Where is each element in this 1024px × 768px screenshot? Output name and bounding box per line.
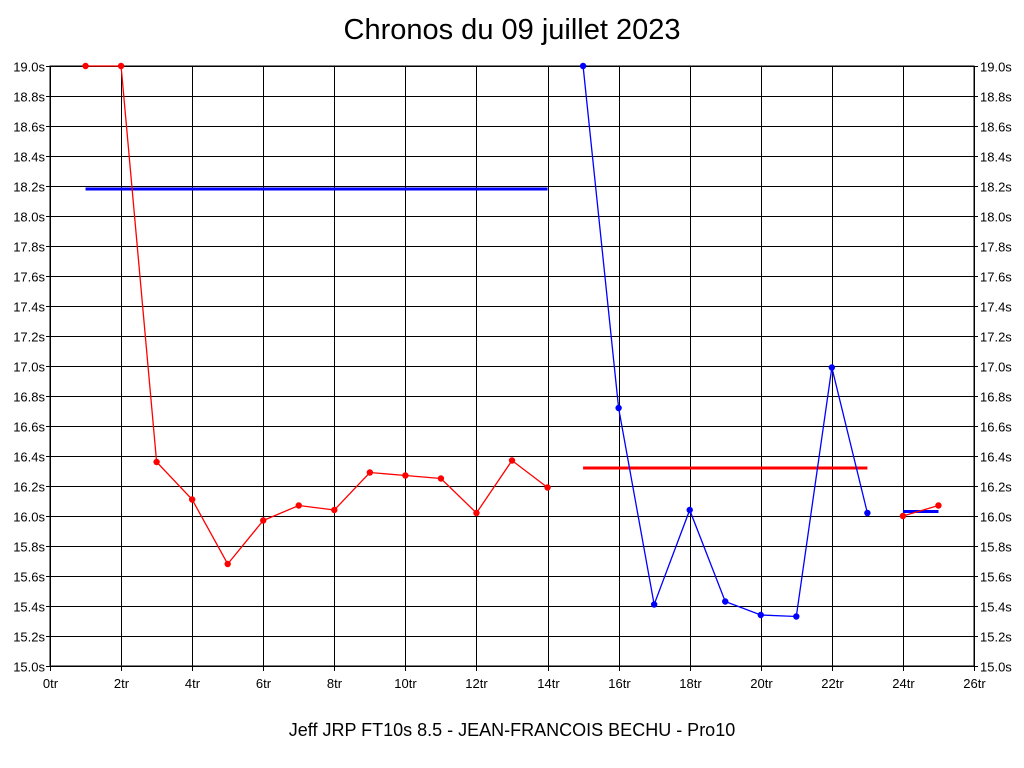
data-point	[331, 506, 338, 514]
y-tick-label-left: 18.8s	[13, 90, 45, 105]
data-point	[793, 613, 800, 620]
x-tick-label: 22tr	[821, 676, 844, 691]
series-line	[582, 65, 869, 618]
series-line	[902, 504, 939, 517]
y-tick-label-left: 17.4s	[13, 300, 45, 315]
chart-title: Chronos du 09 juillet 2023	[343, 14, 681, 46]
data-point	[579, 62, 587, 70]
y-tick-label-right: 16.8s	[980, 390, 1012, 405]
y-tick-label-right: 15.8s	[980, 540, 1012, 555]
x-tick-label: 20tr	[750, 676, 773, 691]
x-tick-label: 8tr	[327, 676, 343, 691]
y-tick-label-left: 17.6s	[13, 270, 45, 285]
y-tick-label-left: 17.8s	[13, 240, 45, 255]
data-point	[295, 502, 302, 509]
data-point	[366, 469, 374, 476]
y-tick-label-right: 17.6s	[980, 270, 1012, 285]
data-point	[650, 601, 658, 608]
data-point	[437, 475, 445, 482]
y-tick-label-right: 18.0s	[980, 210, 1012, 225]
data-point	[224, 560, 231, 568]
y-tick-label-left: 18.2s	[13, 180, 45, 195]
y-tick-label-left: 18.6s	[13, 120, 45, 135]
y-tick-label-right: 19.0s	[980, 60, 1012, 75]
chart-footer: Jeff JRP FT10s 8.5 - JEAN-FRANCOIS BECHU…	[288, 720, 736, 740]
y-tick-label-right: 16.6s	[980, 420, 1012, 435]
x-tick-label: 10tr	[394, 676, 417, 691]
y-tick-label-left: 15.4s	[13, 600, 45, 615]
y-tick-label-right: 15.0s	[980, 660, 1012, 675]
data-point	[544, 484, 551, 491]
x-tick-label: 14tr	[537, 676, 560, 691]
data-point	[828, 364, 836, 371]
y-tick-label-left: 18.4s	[13, 150, 45, 165]
y-tick-label-left: 19.0s	[13, 60, 45, 75]
series-line	[85, 65, 548, 566]
data-point	[508, 457, 516, 464]
y-tick-label-left: 18.0s	[13, 210, 45, 225]
x-tick-label: 6tr	[256, 676, 272, 691]
y-tick-label-right: 16.0s	[980, 510, 1012, 525]
data-point	[260, 517, 267, 524]
y-tick-label-right: 15.4s	[980, 600, 1012, 615]
y-tick-label-right: 18.2s	[980, 180, 1012, 195]
average-lines	[85, 187, 939, 513]
x-tick-label: 24tr	[892, 676, 915, 691]
y-tick-label-left: 16.4s	[13, 450, 45, 465]
y-tick-label-right: 17.0s	[980, 360, 1012, 375]
y-tick-label-right: 17.8s	[980, 240, 1012, 255]
y-tick-label-left: 16.2s	[13, 480, 45, 495]
y-tick-label-right: 17.2s	[980, 330, 1012, 345]
data-point	[899, 512, 907, 520]
y-tick-label-right: 15.2s	[980, 630, 1012, 645]
data-point	[722, 598, 729, 605]
data-point	[402, 472, 409, 479]
y-tick-label-left: 16.6s	[13, 420, 45, 435]
data-point	[153, 458, 160, 466]
data-point	[686, 506, 693, 514]
x-tick-label: 26tr	[963, 676, 986, 691]
y-tick-label-right: 16.2s	[980, 480, 1012, 495]
y-tick-label-right: 18.4s	[980, 150, 1012, 165]
y-tick-label-left: 15.6s	[13, 570, 45, 585]
tick-labels: 0tr 2tr 4tr 6tr 8tr 10tr 12tr 14tr 16tr 18tr 20tr 2…	[13, 60, 1012, 692]
x-tick-label: 16tr	[608, 676, 631, 691]
x-tick-label: 12tr	[465, 676, 488, 691]
y-tick-label-left: 15.8s	[13, 540, 45, 555]
data-point	[615, 404, 622, 412]
data-point	[757, 611, 764, 619]
series-group	[82, 62, 942, 620]
y-tick-label-left: 15.0s	[13, 660, 45, 675]
grid	[46, 65, 978, 671]
data-point	[188, 496, 196, 503]
data-point	[117, 62, 125, 70]
x-tick-label: 0tr	[43, 676, 59, 691]
data-point	[864, 509, 871, 517]
y-tick-label-left: 16.8s	[13, 390, 45, 405]
y-tick-label-left: 17.0s	[13, 360, 45, 375]
data-point	[82, 62, 89, 70]
x-tick-label: 4tr	[185, 676, 201, 691]
y-tick-label-left: 17.2s	[13, 330, 45, 345]
data-point	[935, 502, 942, 509]
y-tick-label-right: 17.4s	[980, 300, 1012, 315]
y-tick-label-right: 18.6s	[980, 120, 1012, 135]
y-tick-label-right: 18.8s	[980, 90, 1012, 105]
y-tick-label-left: 16.0s	[13, 510, 45, 525]
data-point	[473, 509, 480, 517]
y-tick-label-left: 15.2s	[13, 630, 45, 645]
y-tick-label-right: 16.4s	[980, 450, 1012, 465]
y-tick-label-right: 15.6s	[980, 570, 1012, 585]
x-tick-label: 2tr	[114, 676, 130, 691]
x-tick-label: 18tr	[679, 676, 702, 691]
